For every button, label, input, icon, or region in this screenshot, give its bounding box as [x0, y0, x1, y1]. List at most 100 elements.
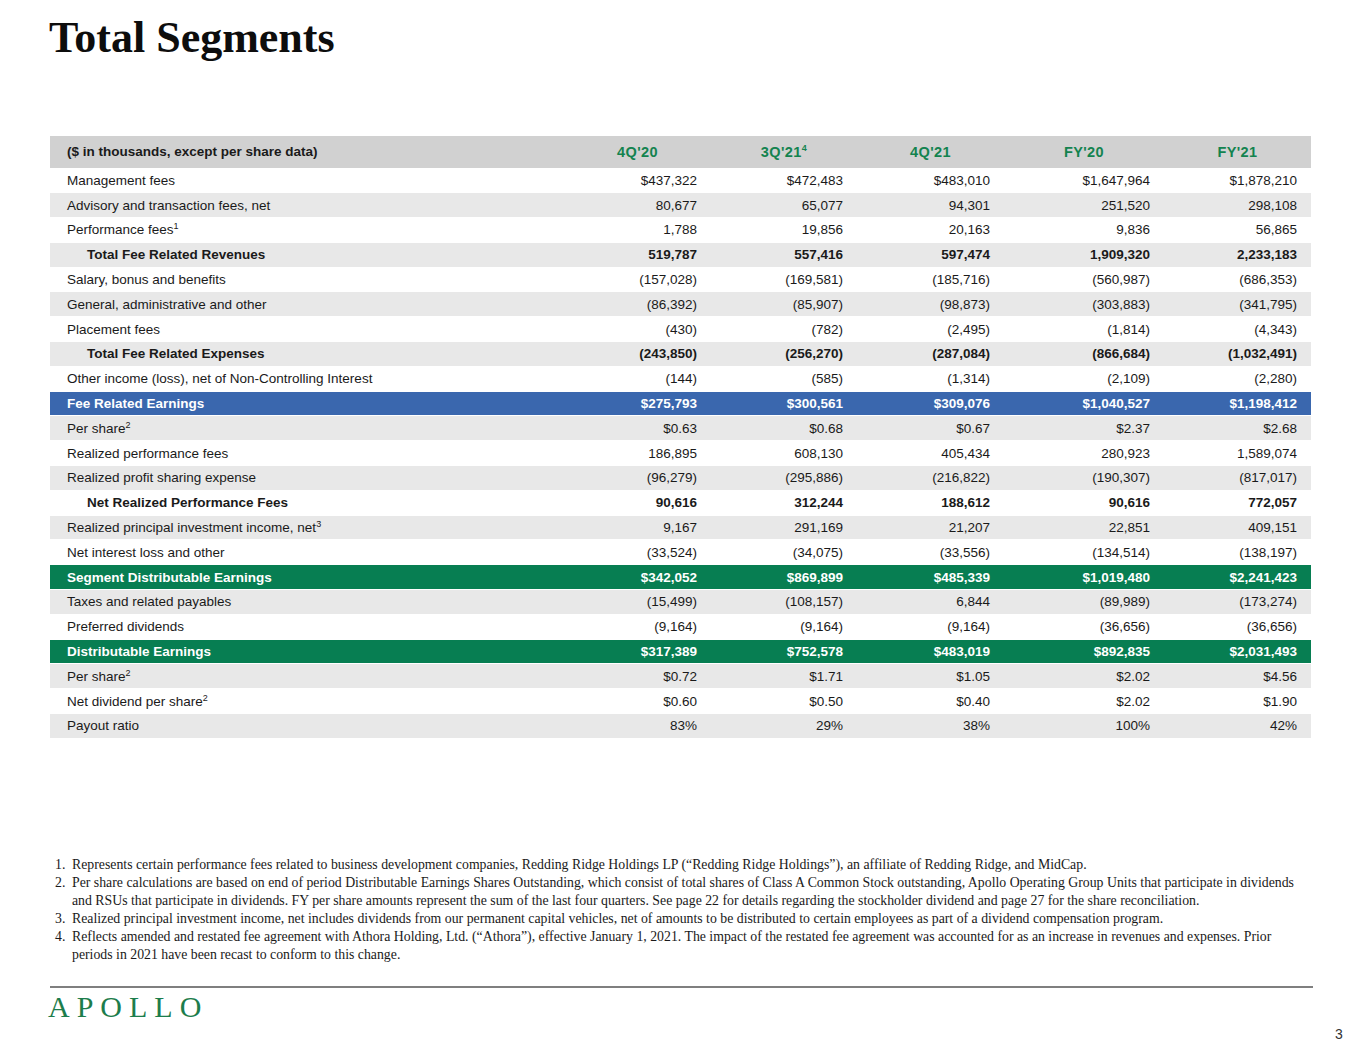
cell-3q21: (256,270)	[711, 342, 857, 367]
column-header-fy21: FY'21	[1164, 136, 1311, 168]
cell-fy21: $1.90	[1164, 689, 1311, 714]
cell-4q21: (9,164)	[857, 614, 1004, 639]
cell-4q21: 188,612	[857, 490, 1004, 515]
row-label: Performance fees	[67, 222, 174, 237]
cell-fy21: $2.68	[1164, 416, 1311, 441]
cell-4q20: (15,499)	[564, 590, 711, 615]
row-label: Preferred dividends	[67, 619, 184, 634]
footnote: 1.Represents certain performance fees re…	[50, 856, 1294, 874]
table-row: Advisory and transaction fees, net 80,67…	[50, 193, 1311, 218]
cell-3q21: (9,164)	[711, 614, 857, 639]
table-row: Realized profit sharing expense (96,279)…	[50, 466, 1311, 491]
cell-fy21: (1,032,491)	[1164, 342, 1311, 367]
footnote-text: Per share calculations are based on end …	[72, 874, 1294, 910]
table-row: Taxes and related payables (15,499) (108…	[50, 590, 1311, 615]
cell-3q21: $752,578	[711, 639, 857, 664]
page-title: Total Segments	[49, 12, 335, 63]
cell-4q20: $317,389	[564, 639, 711, 664]
table-row: Performance fees1 1,788 19,856 20,163 9,…	[50, 218, 1311, 243]
cell-4q21: $485,339	[857, 565, 1004, 590]
cell-4q20: $0.63	[564, 416, 711, 441]
row-label: Fee Related Earnings	[67, 396, 204, 411]
cell-4q20: (243,850)	[564, 342, 711, 367]
cell-4q21: (2,495)	[857, 317, 1004, 342]
cell-4q20: 186,895	[564, 441, 711, 466]
apollo-logo: APOLLO	[48, 990, 208, 1024]
cell-fy20: $2.02	[1004, 689, 1164, 714]
cell-fy20: (1,814)	[1004, 317, 1164, 342]
cell-fy20: 90,616	[1004, 490, 1164, 515]
footnote-ref: 2	[126, 667, 131, 677]
row-label: Total Fee Related Expenses	[87, 346, 265, 361]
cell-3q21: 557,416	[711, 242, 857, 267]
cell-fy20: 22,851	[1004, 515, 1164, 540]
financial-table: ($ in thousands, except per share data) …	[50, 136, 1311, 739]
cell-fy20: $892,835	[1004, 639, 1164, 664]
cell-fy20: $2.37	[1004, 416, 1164, 441]
cell-fy21: $2,241,423	[1164, 565, 1311, 590]
cell-fy21: $1,198,412	[1164, 391, 1311, 416]
table-row: Placement fees (430) (782) (2,495) (1,81…	[50, 317, 1311, 342]
row-label: Net interest loss and other	[67, 545, 225, 560]
table-row: Total Fee Related Revenues 519,787 557,4…	[50, 242, 1311, 267]
cell-4q20: (86,392)	[564, 292, 711, 317]
table-row: Management fees $437,322 $472,483 $483,0…	[50, 168, 1311, 193]
cell-fy21: (686,353)	[1164, 267, 1311, 292]
column-header-3q21: 3Q'214	[711, 136, 857, 168]
footnote-number: 4.	[50, 928, 72, 964]
cell-4q20: 80,677	[564, 193, 711, 218]
column-header-fy20: FY'20	[1004, 136, 1164, 168]
cell-fy21: 2,233,183	[1164, 242, 1311, 267]
row-label: Placement fees	[67, 322, 160, 337]
cell-fy20: (89,989)	[1004, 590, 1164, 615]
cell-4q21: $0.67	[857, 416, 1004, 441]
cell-3q21: 65,077	[711, 193, 857, 218]
cell-4q21: 38%	[857, 714, 1004, 739]
cell-fy20: 100%	[1004, 714, 1164, 739]
cell-3q21: 608,130	[711, 441, 857, 466]
cell-3q21: 291,169	[711, 515, 857, 540]
table-row: Segment Distributable Earnings $342,052 …	[50, 565, 1311, 590]
table-body: Management fees $437,322 $472,483 $483,0…	[50, 168, 1311, 738]
cell-4q21: $0.40	[857, 689, 1004, 714]
cell-4q20: (9,164)	[564, 614, 711, 639]
cell-fy20: 251,520	[1004, 193, 1164, 218]
table-row: Preferred dividends (9,164) (9,164) (9,1…	[50, 614, 1311, 639]
cell-4q21: 94,301	[857, 193, 1004, 218]
cell-3q21: $0.68	[711, 416, 857, 441]
cell-3q21: 29%	[711, 714, 857, 739]
cell-3q21: $1.71	[711, 664, 857, 689]
footnote-text: Reflects amended and restated fee agreem…	[72, 928, 1294, 964]
footnote-ref: 2	[203, 692, 208, 702]
cell-3q21: $300,561	[711, 391, 857, 416]
cell-4q20: $0.72	[564, 664, 711, 689]
cell-fy21: (173,274)	[1164, 590, 1311, 615]
cell-fy20: 1,909,320	[1004, 242, 1164, 267]
footnote-number: 2.	[50, 874, 72, 910]
cell-3q21: $472,483	[711, 168, 857, 193]
row-label: General, administrative and other	[67, 297, 267, 312]
cell-3q21: (782)	[711, 317, 857, 342]
table-row: Net dividend per share2 $0.60 $0.50 $0.4…	[50, 689, 1311, 714]
cell-fy21: 298,108	[1164, 193, 1311, 218]
cell-fy20: $2.02	[1004, 664, 1164, 689]
column-header-4q20: 4Q'20	[564, 136, 711, 168]
table-row: Net Realized Performance Fees 90,616 312…	[50, 490, 1311, 515]
cell-fy21: (341,795)	[1164, 292, 1311, 317]
row-label: Payout ratio	[67, 718, 139, 733]
footnote: 2.Per share calculations are based on en…	[50, 874, 1294, 910]
cell-4q20: (96,279)	[564, 466, 711, 491]
cell-fy20: (36,656)	[1004, 614, 1164, 639]
table-row: Salary, bonus and benefits (157,028) (16…	[50, 267, 1311, 292]
footnotes-list: 1.Represents certain performance fees re…	[50, 856, 1294, 964]
cell-fy21: 56,865	[1164, 218, 1311, 243]
table-row: Per share2 $0.63 $0.68 $0.67 $2.37 $2.68	[50, 416, 1311, 441]
cell-3q21: (108,157)	[711, 590, 857, 615]
cell-4q21: (216,822)	[857, 466, 1004, 491]
cell-4q21: (185,716)	[857, 267, 1004, 292]
cell-4q20: (33,524)	[564, 540, 711, 565]
row-label: Realized profit sharing expense	[67, 470, 256, 485]
cell-4q20: 9,167	[564, 515, 711, 540]
cell-4q20: $0.60	[564, 689, 711, 714]
table-row: Realized principal investment income, ne…	[50, 515, 1311, 540]
